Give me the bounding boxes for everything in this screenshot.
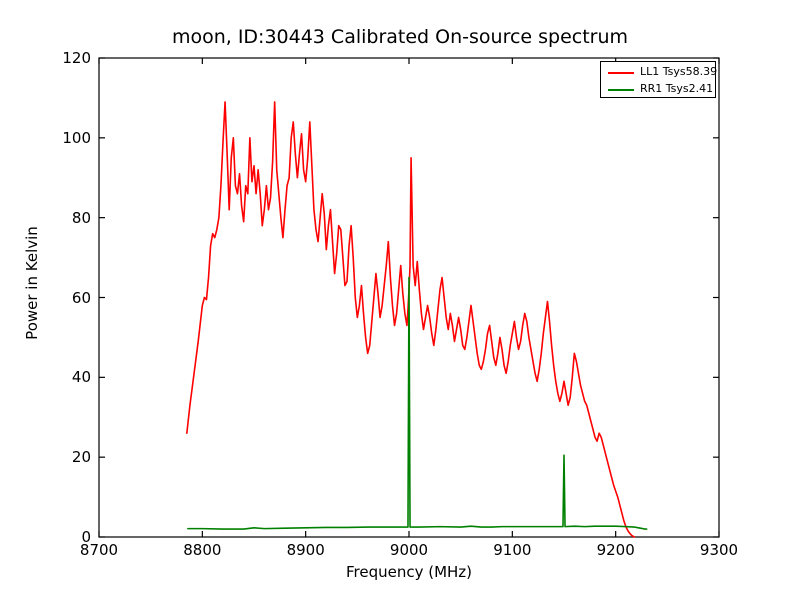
x-tick-label: 9200 (596, 541, 635, 559)
legend[interactable]: LL1 Tsys58.39 RR1 Tsys2.41 (600, 61, 717, 99)
x-tick-label: 9100 (493, 541, 532, 559)
y-tick-label: 20 (71, 448, 91, 467)
legend-swatch-line-icon (608, 72, 634, 74)
y-tick-label: 120 (62, 49, 91, 67)
series-line-0 (186, 101, 636, 538)
y-tick-label: 100 (62, 128, 91, 147)
x-tick-label: 9000 (389, 541, 429, 559)
legend-label: RR1 Tsys2.41 (640, 82, 714, 95)
legend-item[interactable]: LL1 Tsys58.39 (601, 64, 717, 82)
legend-swatch-line-icon (608, 89, 634, 91)
series-line-1 (187, 276, 648, 530)
legend-item[interactable]: RR1 Tsys2.41 (601, 81, 717, 99)
x-tick-label: 8900 (286, 541, 325, 559)
legend-label: LL1 Tsys58.39 (640, 65, 718, 78)
y-tick-label: 40 (71, 368, 91, 387)
x-axis-label: Frequency (MHz) (345, 563, 473, 581)
chart-title: moon, ID:30443 Calibrated On-source spec… (171, 26, 629, 48)
x-tick-label: 8700 (79, 541, 119, 559)
y-tick-label: 60 (71, 288, 91, 307)
x-tick-label: 9300 (699, 541, 739, 559)
y-tick-label: 0 (81, 528, 91, 546)
y-tick-label: 80 (71, 208, 91, 227)
data-series-group (186, 101, 648, 538)
x-tick-label: 8800 (183, 541, 222, 559)
